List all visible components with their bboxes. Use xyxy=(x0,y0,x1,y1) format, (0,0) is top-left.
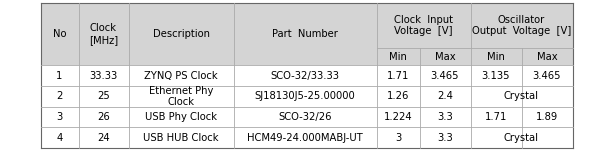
Text: No: No xyxy=(53,29,66,39)
Text: 3.3: 3.3 xyxy=(437,133,453,143)
Text: Oscillator
Output  Voltage  [V]: Oscillator Output Voltage [V] xyxy=(472,15,571,36)
Text: 25: 25 xyxy=(97,91,110,101)
Text: SCO-32/26: SCO-32/26 xyxy=(278,112,332,122)
Text: 1.26: 1.26 xyxy=(387,91,409,101)
Text: 1: 1 xyxy=(56,71,63,81)
Text: Description: Description xyxy=(153,29,210,39)
Text: 3.135: 3.135 xyxy=(482,71,510,81)
Text: Min: Min xyxy=(389,52,407,62)
Text: 3.3: 3.3 xyxy=(437,112,453,122)
Text: 1.71: 1.71 xyxy=(387,71,409,81)
Text: Max: Max xyxy=(537,52,557,62)
Text: 2: 2 xyxy=(56,91,63,101)
Text: SCO-32/33.33: SCO-32/33.33 xyxy=(270,71,340,81)
Bar xyxy=(40,3,573,65)
Text: 1.89: 1.89 xyxy=(536,112,558,122)
Text: Clock
[MHz]: Clock [MHz] xyxy=(89,23,118,45)
Text: 3.465: 3.465 xyxy=(431,71,459,81)
Text: 4: 4 xyxy=(56,133,63,143)
Text: Max: Max xyxy=(435,52,455,62)
Text: USB HUB Clock: USB HUB Clock xyxy=(143,133,219,143)
Text: Clock  Input
Voltage  [V]: Clock Input Voltage [V] xyxy=(394,15,453,36)
Text: 24: 24 xyxy=(97,133,110,143)
Text: USB Phy Clock: USB Phy Clock xyxy=(145,112,217,122)
Text: SJ18130J5-25.00000: SJ18130J5-25.00000 xyxy=(254,91,356,101)
Text: Crystal: Crystal xyxy=(504,91,539,101)
Text: Min: Min xyxy=(487,52,505,62)
Text: Part  Number: Part Number xyxy=(272,29,338,39)
Text: Crystal: Crystal xyxy=(504,133,539,143)
Text: ZYNQ PS Clock: ZYNQ PS Clock xyxy=(144,71,218,81)
Text: 2.4: 2.4 xyxy=(437,91,453,101)
Text: 33.33: 33.33 xyxy=(89,71,118,81)
Text: 1.224: 1.224 xyxy=(384,112,413,122)
Text: 1.71: 1.71 xyxy=(485,112,507,122)
Text: 3: 3 xyxy=(395,133,401,143)
Text: Ethernet Phy
Clock: Ethernet Phy Clock xyxy=(149,86,213,107)
Text: 3.465: 3.465 xyxy=(533,71,562,81)
Text: HCM49-24.000MABJ-UT: HCM49-24.000MABJ-UT xyxy=(247,133,363,143)
Text: 3: 3 xyxy=(56,112,63,122)
Text: 26: 26 xyxy=(97,112,110,122)
